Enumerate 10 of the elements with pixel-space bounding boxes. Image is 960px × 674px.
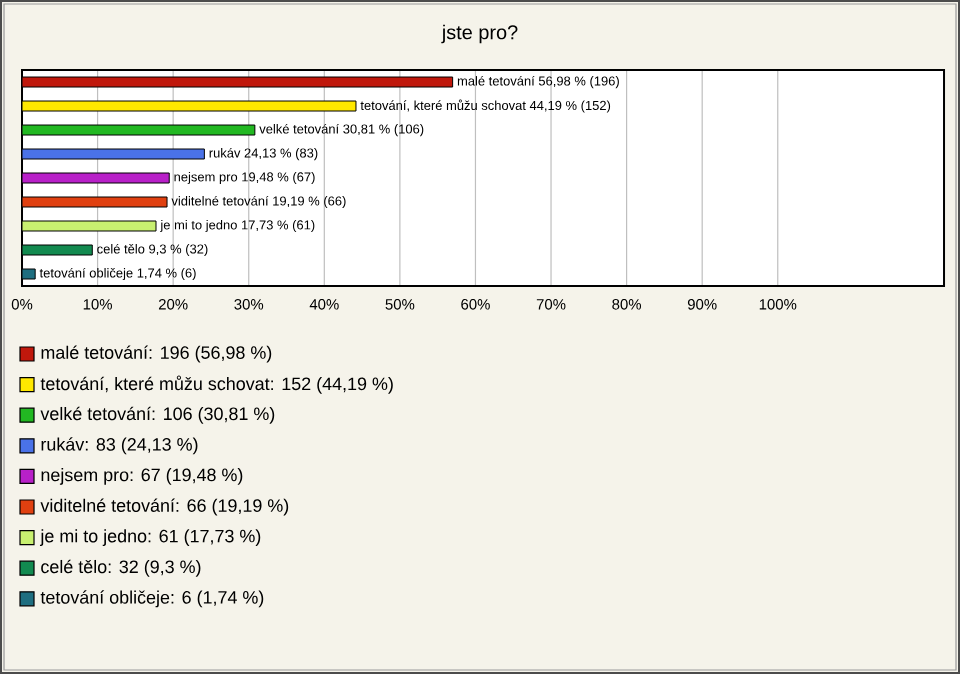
legend-label: malé tetování: 196 (56,98 %) bbox=[41, 345, 272, 363]
legend-label: tetování, které můžu schovat: 152 (44,19 %) bbox=[40, 375, 393, 394]
legend-label: nejsem pro: 67 (19,48 %) bbox=[41, 468, 243, 485]
legend-label: rukáv: 83 (24,13 %) bbox=[41, 437, 198, 455]
legend-label: viditelné tetování: 66 (19,19 %) bbox=[40, 498, 289, 516]
chart-title: jste pro? bbox=[441, 24, 518, 44]
legend-label: velké tetování: 106 (30,81 %) bbox=[40, 406, 275, 424]
legend-label: tetování obličeje: 6 (1,74 %) bbox=[40, 590, 264, 608]
legend-label: celé tělo: 32 (9,3 %) bbox=[41, 559, 201, 577]
legend-label: je mi to jedno: 61 (17,73 %) bbox=[39, 529, 261, 546]
